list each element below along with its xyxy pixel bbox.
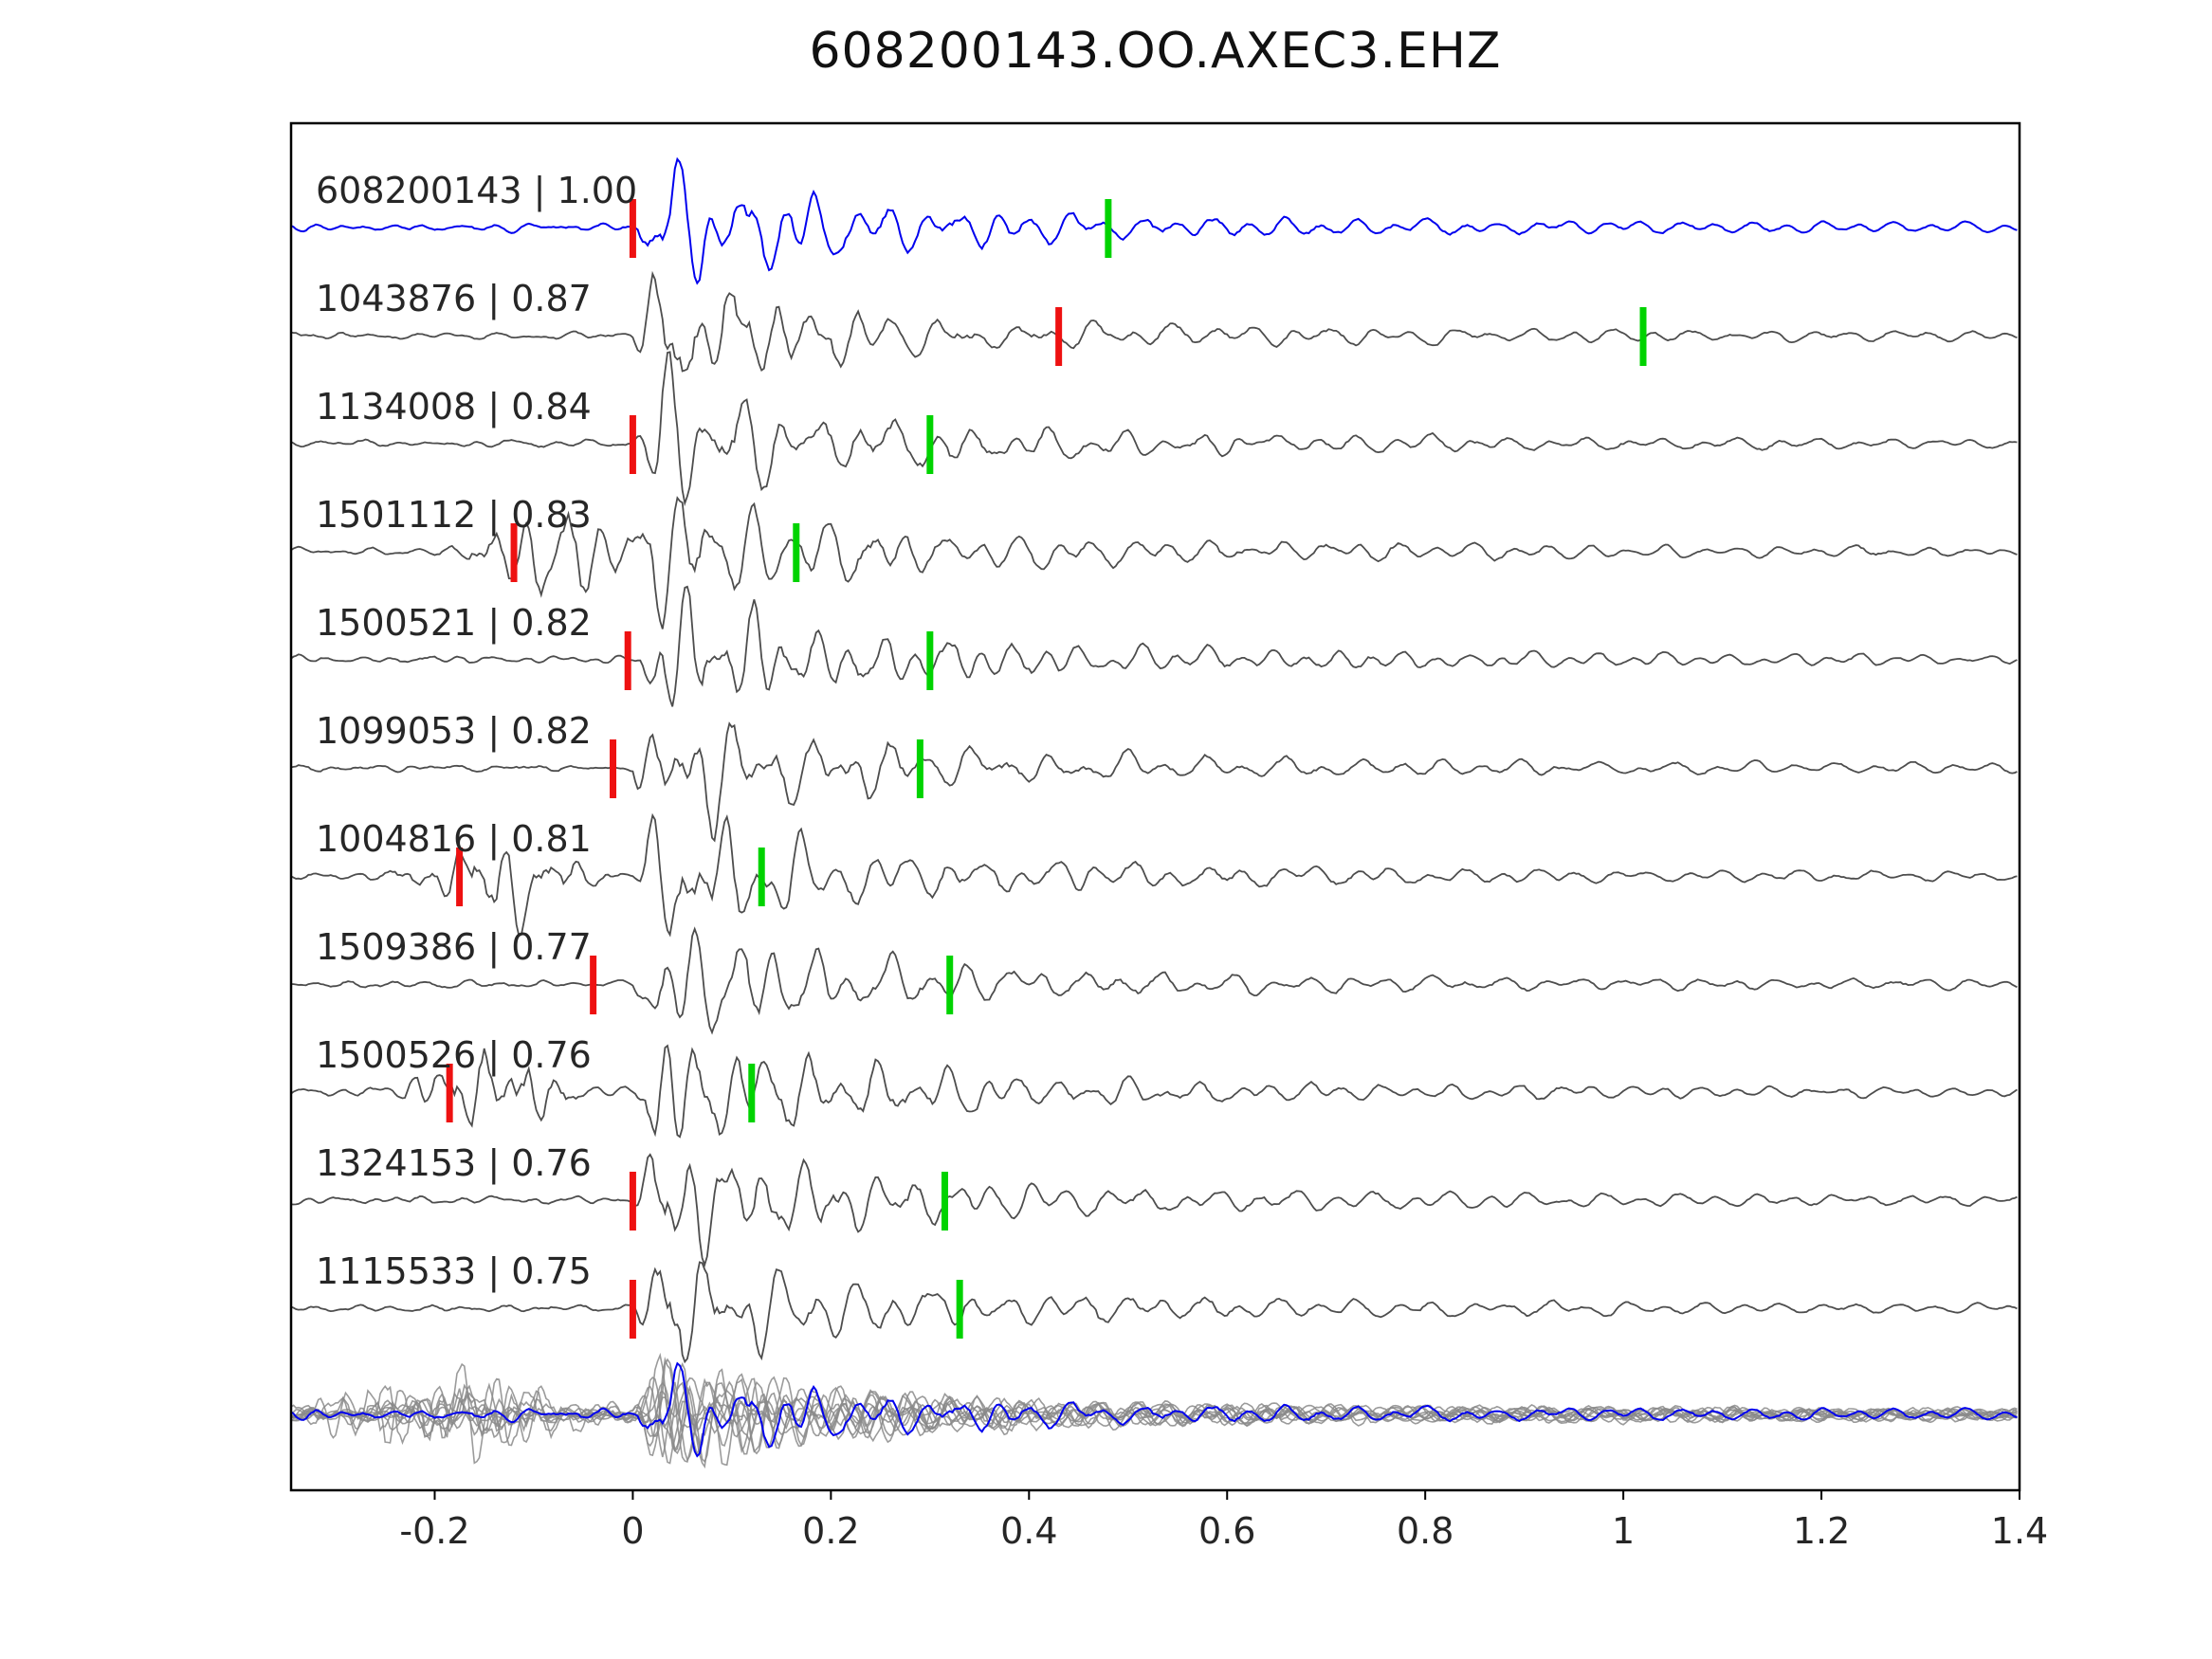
- trace-label: 1509386 | 0.77: [316, 926, 592, 969]
- trace-path: [291, 270, 2018, 373]
- x-tick-label: 1: [1612, 1510, 1635, 1552]
- stack-trace: [291, 1368, 2019, 1464]
- x-tick-label: 1.2: [1793, 1510, 1850, 1552]
- trace-label: 1500526 | 0.76: [316, 1034, 592, 1077]
- trace-path: [291, 1261, 2018, 1364]
- stack-reference-trace: [291, 1361, 2018, 1458]
- trace-path: [291, 812, 2018, 938]
- stack-trace: [291, 1381, 2018, 1467]
- trace-label: 1115533 | 0.75: [316, 1250, 592, 1293]
- trace-label: 1500521 | 0.82: [316, 602, 592, 645]
- trace-label: 1324153 | 0.76: [316, 1142, 592, 1185]
- plot-border: [289, 121, 2021, 1492]
- trace-path: [291, 156, 2018, 285]
- chart-title: 608200143.OO.AXEC3.EHZ: [809, 23, 1502, 80]
- x-tick-label: 0.6: [1198, 1510, 1255, 1552]
- trace-path: [291, 496, 2018, 629]
- x-tick-label: -0.2: [399, 1510, 469, 1552]
- trace-path: [291, 926, 2018, 1035]
- trace-path: [291, 1153, 2018, 1267]
- trace-path: [291, 721, 2018, 843]
- trace-label: 1043876 | 0.87: [316, 278, 592, 320]
- x-tick-label: 0.2: [802, 1510, 859, 1552]
- x-tick-label: 0.4: [1000, 1510, 1057, 1552]
- trace-path: [291, 585, 2018, 707]
- trace-label: 1134008 | 0.84: [316, 386, 592, 428]
- trace-path: [291, 351, 2018, 507]
- trace-label: 1501112 | 0.83: [316, 494, 592, 537]
- trace-label: 1099053 | 0.82: [316, 710, 592, 753]
- trace-layer: [291, 156, 2019, 1469]
- x-tick-label: 0.8: [1397, 1510, 1453, 1552]
- trace-label: 1004816 | 0.81: [316, 818, 592, 861]
- trace-path: [291, 1044, 2018, 1139]
- trace-label: 608200143 | 1.00: [316, 170, 637, 212]
- x-tick-label: 1.4: [1991, 1510, 2048, 1552]
- x-tick-label: 0: [621, 1510, 644, 1552]
- stack-trace: [291, 1361, 2019, 1458]
